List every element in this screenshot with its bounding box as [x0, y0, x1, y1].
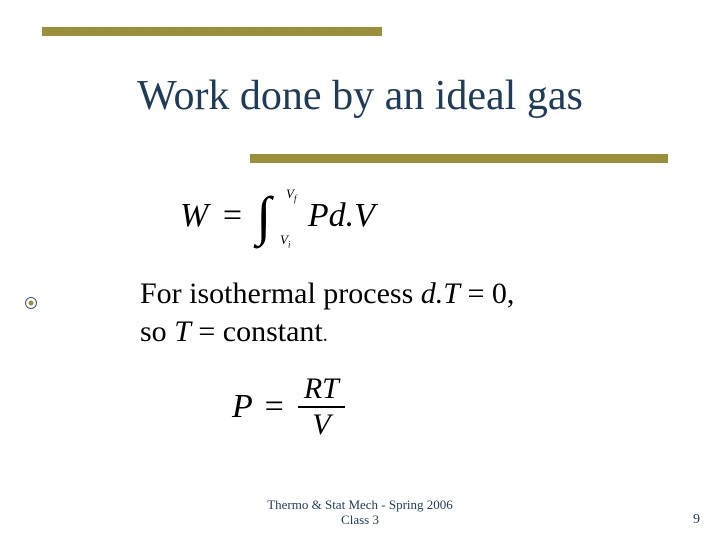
accent-bar-under-title	[250, 154, 668, 163]
body-text: For isothermal process d.T = 0, so T = c…	[140, 275, 600, 350]
eq1-lhs: W	[180, 197, 208, 234]
equation-pressure: P = RT V	[232, 374, 345, 440]
accent-bar-top	[42, 27, 382, 36]
eq1-lower-limit: Vi	[280, 232, 290, 250]
eq2-equals: =	[265, 388, 284, 425]
eq1-upper-limit: Vf	[286, 186, 296, 204]
eq2-lhs: P	[232, 388, 252, 425]
footer-line2: Class 3	[341, 512, 379, 527]
equation-work-integral: W = ∫ Vf Vi Pd.V	[180, 192, 375, 235]
eq1-equals: =	[223, 197, 242, 234]
footer-line1: Thermo & Stat Mech - Spring 2006	[267, 497, 453, 512]
footer: Thermo & Stat Mech - Spring 2006 Class 3	[0, 497, 720, 528]
eq2-fraction: RT V	[298, 374, 345, 440]
bullet-dot-icon	[25, 297, 37, 309]
eq2-denominator: V	[298, 410, 345, 440]
slide-title: Work done by an ideal gas	[0, 72, 720, 120]
page-number: 9	[693, 512, 700, 528]
integral-symbol: ∫	[257, 200, 272, 232]
eq1-integrand: Pd.V	[308, 197, 375, 234]
eq2-numerator: RT	[298, 374, 345, 404]
